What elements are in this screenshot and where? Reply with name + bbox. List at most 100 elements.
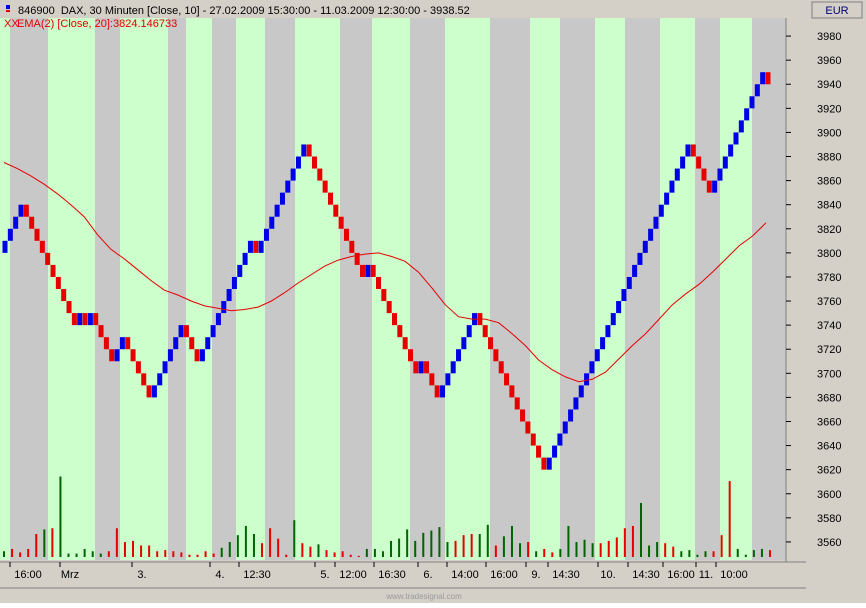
volume-bar-down[interactable] [27, 548, 30, 557]
renko-brick-up[interactable] [2, 240, 8, 253]
renko-brick-down[interactable] [103, 337, 109, 350]
renko-brick-down[interactable] [253, 240, 259, 253]
renko-brick-up[interactable] [664, 192, 670, 205]
renko-brick-up[interactable] [450, 361, 456, 374]
renko-brick-up[interactable] [440, 385, 446, 398]
renko-brick-down[interactable] [424, 361, 430, 374]
renko-brick-down[interactable] [141, 373, 147, 386]
renko-brick-down[interactable] [765, 72, 771, 85]
renko-brick-down[interactable] [701, 168, 707, 181]
volume-bar-down[interactable] [301, 543, 304, 557]
renko-brick-down[interactable] [39, 240, 45, 253]
volume-bar-up[interactable] [414, 540, 417, 557]
volume-bar-up[interactable] [688, 550, 691, 557]
renko-brick-up[interactable] [685, 144, 691, 157]
volume-bar-down[interactable] [623, 528, 626, 557]
renko-brick-down[interactable] [61, 289, 67, 302]
volume-bar-up[interactable] [567, 525, 570, 557]
volume-bar-up[interactable] [422, 532, 425, 557]
renko-brick-up[interactable] [157, 373, 163, 386]
volume-bar-down[interactable] [285, 554, 288, 557]
volume-bar-up[interactable] [680, 551, 683, 557]
renko-brick-up[interactable] [584, 373, 590, 386]
renko-brick-down[interactable] [146, 385, 152, 398]
volume-bar-up[interactable] [236, 535, 239, 557]
volume-bar-up[interactable] [736, 548, 739, 557]
renko-brick-up[interactable] [733, 132, 739, 145]
volume-bar-up[interactable] [639, 502, 642, 557]
renko-brick-down[interactable] [354, 252, 360, 265]
volume-bar-down[interactable] [333, 552, 336, 557]
renko-brick-up[interactable] [728, 144, 734, 157]
volume-bar-up[interactable] [293, 520, 296, 557]
renko-brick-up[interactable] [573, 397, 579, 410]
volume-bar-down[interactable] [454, 540, 457, 557]
renko-brick-down[interactable] [343, 228, 349, 241]
renko-brick-up[interactable] [653, 216, 659, 229]
renko-brick-down[interactable] [370, 264, 376, 277]
renko-brick-up[interactable] [760, 72, 766, 85]
volume-bar-down[interactable] [19, 552, 22, 557]
renko-brick-up[interactable] [263, 228, 269, 241]
renko-brick-up[interactable] [205, 337, 211, 350]
volume-bar-up[interactable] [591, 543, 594, 557]
volume-bar-up[interactable] [252, 534, 255, 557]
renko-brick-down[interactable] [402, 337, 408, 350]
renko-brick-up[interactable] [178, 325, 184, 338]
renko-brick-up[interactable] [162, 361, 168, 374]
renko-brick-down[interactable] [45, 252, 51, 265]
volume-bar-down[interactable] [631, 525, 634, 557]
renko-brick-down[interactable] [125, 337, 131, 350]
renko-brick-down[interactable] [429, 373, 435, 386]
renko-brick-down[interactable] [706, 180, 712, 193]
renko-brick-down[interactable] [135, 361, 141, 374]
volume-bar-down[interactable] [664, 543, 667, 557]
renko-brick-down[interactable] [194, 349, 200, 362]
renko-brick-up[interactable] [557, 433, 563, 446]
volume-bar-down[interactable] [188, 554, 191, 557]
volume-bar-up[interactable] [43, 529, 46, 557]
volume-bar-down[interactable] [156, 551, 159, 557]
volume-bar-up[interactable] [535, 551, 538, 557]
renko-brick-down[interactable] [514, 397, 520, 410]
volume-bar-down[interactable] [172, 551, 175, 557]
renko-brick-down[interactable] [306, 144, 312, 157]
volume-bar-up[interactable] [398, 538, 401, 557]
volume-bar-down[interactable] [769, 550, 771, 557]
renko-brick-up[interactable] [658, 204, 664, 217]
renko-brick-up[interactable] [258, 240, 264, 253]
renko-brick-up[interactable] [669, 180, 675, 193]
renko-brick-up[interactable] [301, 144, 307, 157]
volume-bar-up[interactable] [373, 548, 376, 557]
renko-brick-down[interactable] [413, 361, 419, 374]
renko-brick-down[interactable] [322, 180, 328, 193]
renko-brick-up[interactable] [290, 168, 296, 181]
volume-bar-up[interactable] [317, 544, 320, 557]
volume-bar-down[interactable] [607, 540, 610, 557]
renko-brick-up[interactable] [578, 385, 584, 398]
renko-brick-up[interactable] [279, 192, 285, 205]
volume-bar-down[interactable] [164, 550, 167, 557]
volume-bar-down[interactable] [462, 535, 465, 557]
renko-brick-down[interactable] [493, 349, 499, 362]
renko-brick-up[interactable] [221, 301, 227, 314]
volume-bar-up[interactable] [381, 551, 384, 557]
renko-brick-up[interactable] [674, 168, 680, 181]
renko-brick-down[interactable] [333, 204, 339, 217]
volume-bar-up[interactable] [510, 525, 513, 557]
volume-bar-down[interactable] [728, 481, 731, 557]
renko-brick-up[interactable] [461, 337, 467, 350]
renko-brick-down[interactable] [66, 301, 72, 314]
renko-brick-up[interactable] [637, 252, 643, 265]
volume-bar-down[interactable] [277, 538, 280, 557]
volume-bars[interactable] [3, 476, 771, 558]
volume-bar-down[interactable] [35, 534, 38, 557]
renko-brick-up[interactable] [18, 204, 24, 217]
renko-brick-up[interactable] [642, 240, 648, 253]
renko-brick-up[interactable] [151, 385, 157, 398]
renko-brick-up[interactable] [418, 361, 424, 374]
volume-bar-down[interactable] [11, 548, 14, 557]
volume-bar-down[interactable] [180, 552, 183, 557]
volume-bar-down[interactable] [261, 543, 264, 557]
renko-brick-down[interactable] [386, 301, 392, 314]
